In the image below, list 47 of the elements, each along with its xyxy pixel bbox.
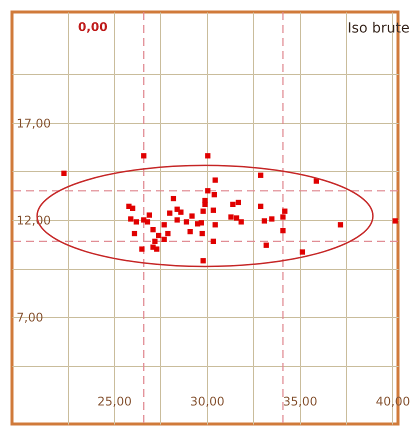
point <box>280 228 286 234</box>
point <box>184 219 190 225</box>
point <box>141 153 146 158</box>
point <box>258 172 264 178</box>
annotation: 0,00 <box>78 20 108 34</box>
point <box>338 222 344 228</box>
point <box>61 170 67 176</box>
point <box>162 222 167 228</box>
point <box>230 202 236 208</box>
point <box>212 222 218 228</box>
point <box>156 232 162 238</box>
point <box>210 208 216 213</box>
point <box>128 216 134 222</box>
y-tick-label: 17,00 <box>16 116 51 130</box>
point <box>282 208 288 214</box>
point <box>198 220 204 226</box>
point <box>150 227 156 232</box>
point <box>210 238 216 244</box>
point <box>200 208 206 214</box>
x-tick-label: 25,00 <box>97 394 132 408</box>
point <box>392 218 398 224</box>
point <box>130 206 136 211</box>
point <box>205 188 210 194</box>
point <box>167 210 172 216</box>
point <box>162 236 167 242</box>
point <box>134 219 139 225</box>
x-tick-label: 35,00 <box>282 394 318 408</box>
point <box>152 238 158 244</box>
point <box>178 210 184 215</box>
point <box>258 204 264 209</box>
point <box>264 242 269 248</box>
point <box>165 230 171 236</box>
point <box>174 217 180 223</box>
point <box>269 216 274 222</box>
y-tick-label: 7,00 <box>16 310 44 325</box>
point <box>212 177 218 183</box>
point <box>144 219 150 225</box>
point <box>154 246 160 252</box>
x-tick-label: 30,00 <box>190 394 225 408</box>
point <box>262 218 268 224</box>
point <box>188 228 193 234</box>
point <box>200 258 206 264</box>
point <box>238 219 244 225</box>
point <box>200 230 205 236</box>
point <box>146 212 152 218</box>
point <box>212 192 217 198</box>
point <box>205 153 210 158</box>
